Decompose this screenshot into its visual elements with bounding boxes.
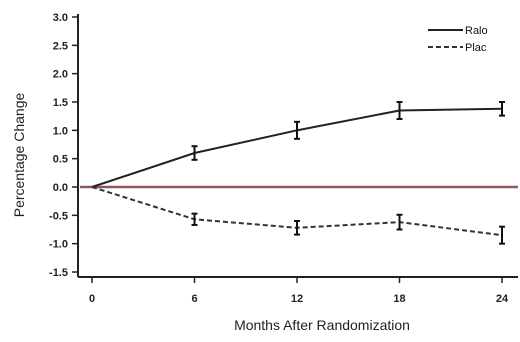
y-tick-label: 2.0 [53, 69, 68, 81]
y-tick-label: 0.0 [53, 182, 68, 194]
x-tick-label: 0 [89, 293, 95, 305]
error-bar-plac [396, 213, 403, 231]
y-tick-label: 0.5 [53, 154, 68, 166]
x-tick-label: 6 [191, 293, 197, 305]
y-tick-label: 1.0 [53, 125, 68, 137]
series-line-ralo [91, 107, 503, 188]
x-axis-title: Months After Randomization [234, 317, 410, 333]
y-tick-label: 2.5 [53, 40, 68, 52]
series-layer [91, 101, 505, 245]
y-tick-label: -1.5 [49, 267, 68, 279]
x-tick-label: 18 [393, 293, 405, 305]
legend-label-ralo: Ralo [465, 25, 488, 37]
error-bar-plac [499, 225, 505, 245]
legend: Ralo Plac [428, 25, 488, 54]
error-bar-ralo [191, 145, 198, 161]
y-tick-label: 1.5 [53, 97, 68, 109]
error-bar-ralo [499, 101, 505, 117]
y-tick-label: 3.0 [53, 12, 68, 24]
x-tick-label: 24 [496, 293, 509, 305]
y-axis-title: Percentage Change [11, 93, 27, 218]
legend-label-plac: Plac [465, 42, 487, 54]
y-tick-label: -1.0 [49, 239, 68, 251]
error-bar-ralo [396, 101, 403, 120]
x-tick-label: 12 [291, 293, 303, 305]
y-tick-label: -0.5 [49, 210, 68, 222]
y-ticks: 3.0 2.5 2.0 1.5 1.0 0.5 0.0 -0.5 -1.0 -1.5 [49, 12, 78, 279]
x-ticks: 0 6 12 18 24 [89, 277, 509, 305]
error-bar-plac [294, 220, 300, 236]
error-bar-plac [191, 212, 198, 226]
error-bar-ralo [294, 120, 300, 140]
